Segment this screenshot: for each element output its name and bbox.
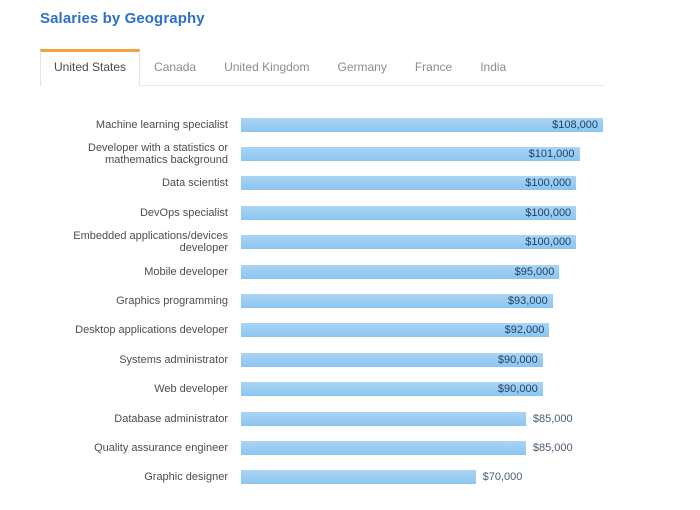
tab-united-kingdom[interactable]: United Kingdom bbox=[224, 60, 310, 74]
tab-canada[interactable]: Canada bbox=[154, 60, 197, 74]
bar[interactable]: $90,000 bbox=[241, 352, 543, 367]
bar-track: $85,000 bbox=[241, 411, 605, 426]
category-label: Graphics programming bbox=[116, 295, 228, 308]
chart-row: Systems administrator $90,000 bbox=[40, 345, 605, 374]
page-title: Salaries by Geography bbox=[40, 10, 205, 27]
bar[interactable]: $93,000 bbox=[241, 294, 553, 309]
bar[interactable] bbox=[241, 440, 526, 455]
category-label: Systems administrator bbox=[119, 353, 228, 366]
category-label: Graphic designer bbox=[144, 471, 228, 484]
bar-track: $100,000 bbox=[241, 176, 605, 191]
bar[interactable] bbox=[241, 470, 476, 485]
bar-track: $101,000 bbox=[241, 147, 605, 162]
category-label: Data scientist bbox=[161, 177, 228, 190]
chart-row: Desktop applications developer $92,000 bbox=[40, 316, 605, 345]
chart-row: Web developer $90,000 bbox=[40, 375, 605, 404]
value-label: $93,000 bbox=[507, 295, 548, 308]
bar[interactable]: $100,000 bbox=[241, 235, 577, 250]
bar-track: $108,000 bbox=[241, 117, 605, 132]
value-label: $100,000 bbox=[525, 206, 572, 219]
category-label: Machine learning specialist bbox=[95, 118, 228, 131]
bar[interactable]: $95,000 bbox=[241, 264, 560, 279]
category-label: Desktop applications developer bbox=[75, 324, 228, 337]
chart-row: Mobile developer $95,000 bbox=[40, 257, 605, 286]
bar[interactable]: $100,000 bbox=[241, 205, 577, 220]
chart-row: Machine learning specialist $108,000 bbox=[40, 110, 605, 139]
value-label: $90,000 bbox=[497, 383, 538, 396]
chart-row: Quality assurance engineer $85,000 bbox=[40, 433, 605, 462]
bar-track: $92,000 bbox=[241, 323, 605, 338]
bar-track: $100,000 bbox=[241, 205, 605, 220]
bar-track: $100,000 bbox=[241, 235, 605, 250]
bar-track: $90,000 bbox=[241, 352, 605, 367]
chart-row: Data scientist $100,000 bbox=[40, 169, 605, 198]
bar[interactable] bbox=[241, 411, 526, 426]
value-label: $100,000 bbox=[525, 236, 572, 249]
bar-track: $95,000 bbox=[241, 264, 605, 279]
value-label: $100,000 bbox=[525, 177, 572, 190]
chart-row: Graphic designer $70,000 bbox=[40, 463, 605, 492]
category-label: Mobile developer bbox=[144, 265, 228, 278]
value-label: $101,000 bbox=[528, 148, 575, 161]
tab-bar: United States Canada United Kingdom Germany… bbox=[40, 49, 605, 86]
tab-united-states[interactable]: United States bbox=[40, 49, 141, 86]
chart-row: Graphics programming $93,000 bbox=[40, 286, 605, 315]
bar[interactable]: $108,000 bbox=[241, 117, 603, 132]
value-label: $108,000 bbox=[552, 118, 598, 131]
category-label: Embedded applications/devices developer bbox=[73, 230, 228, 255]
bar[interactable]: $92,000 bbox=[241, 323, 550, 338]
bar-track: $93,000 bbox=[241, 294, 605, 309]
value-label: $95,000 bbox=[514, 265, 555, 278]
bar[interactable]: $101,000 bbox=[241, 147, 580, 162]
category-label: DevOps specialist bbox=[139, 206, 228, 219]
value-label: $85,000 bbox=[532, 441, 573, 454]
chart-row: Developer with a statistics or mathemati… bbox=[40, 139, 605, 168]
category-label: Quality assurance engineer bbox=[94, 441, 228, 454]
value-label: $85,000 bbox=[532, 412, 573, 425]
tab-france[interactable]: France bbox=[414, 60, 453, 74]
bar-chart: Machine learning specialist $108,000 Devel… bbox=[40, 110, 605, 492]
category-label: Database administrator bbox=[114, 412, 228, 425]
chart-row: Embedded applications/devices developer $… bbox=[40, 228, 605, 257]
bar[interactable]: $90,000 bbox=[241, 382, 543, 397]
bar[interactable]: $100,000 bbox=[241, 176, 577, 191]
chart-row: DevOps specialist $100,000 bbox=[40, 198, 605, 227]
value-label: $92,000 bbox=[504, 324, 545, 337]
bar-track: $85,000 bbox=[241, 440, 605, 455]
tab-india[interactable]: India bbox=[480, 60, 507, 74]
value-label: $90,000 bbox=[497, 353, 538, 366]
bar-track: $70,000 bbox=[241, 470, 605, 485]
tab-germany[interactable]: Germany bbox=[337, 60, 387, 74]
category-label: Developer with a statistics or mathemati… bbox=[88, 142, 228, 167]
category-label: Web developer bbox=[154, 383, 228, 396]
salaries-panel: Salaries by Geography United States Canad… bbox=[40, 0, 605, 492]
bar-track: $90,000 bbox=[241, 382, 605, 397]
value-label: $70,000 bbox=[482, 471, 523, 484]
chart-row: Database administrator $85,000 bbox=[40, 404, 605, 433]
